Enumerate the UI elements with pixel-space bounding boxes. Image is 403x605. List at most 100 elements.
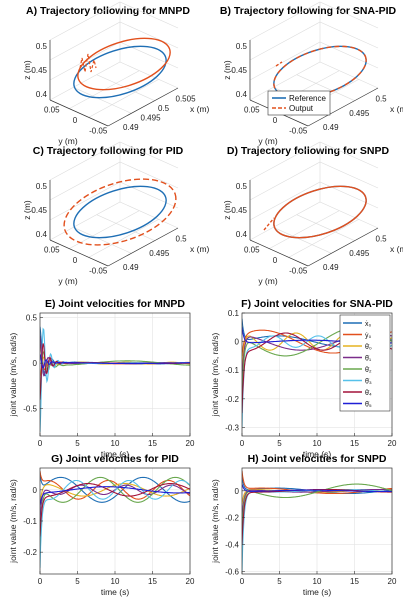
y-tick-label: -0.2 [225,395,239,404]
panel-a: A) Trajectory following for MNPD 0.5 0.45 0… [22,1,210,146]
y-tick-label: 0.1 [228,309,240,318]
y-tick-label: 0.05 [44,106,60,115]
z-tick-label: 0.45 [231,66,247,75]
reference-trajectory [73,185,167,239]
x-tick-label: 0.49 [123,123,139,132]
legend-label-7: θ̇₅ [365,402,372,409]
panel-d: D) Trajectory following for SNPD 0.5 0.45 0… [222,141,403,286]
output-transient [275,61,283,67]
grid-line [249,41,379,81]
z-tick-label: 0.45 [31,66,47,75]
y-axis-label: y (m) [258,276,278,286]
y-tick-label: -0.05 [89,266,108,275]
y-tick-label: 0 [235,487,240,496]
series-line-5 [40,479,190,568]
y-tick-label: 0.5 [26,314,38,323]
x-axis-label: time (s) [101,587,130,597]
x-tick-label: 0 [240,577,245,586]
grid-line [269,210,340,249]
x-axis-label: time (s) [303,587,332,597]
series-line-7 [40,486,190,506]
x-tick-label: 20 [186,577,195,586]
series-lines [40,471,190,568]
y-axis-line [49,239,109,267]
y-tick-label: -0.5 [23,405,37,414]
x-axis-label: x (m) [190,244,210,254]
grid-line [249,201,379,241]
grid-line [88,79,159,118]
legend-label-6: θ̇₄ [365,390,372,397]
output-trajectory [77,37,171,91]
legend-label-1: ẏ₀ [365,333,372,340]
legend-label-4: θ̇₂ [365,367,372,374]
axes [49,40,179,127]
grid-lines [39,313,191,436]
grid-line [296,74,355,101]
panel-title: D) Trajectory following for SNPD [227,145,390,157]
y-tick-label: 0 [33,359,38,368]
x-tick-label: 20 [388,439,397,448]
y-tick-label: 0 [73,256,78,265]
z-tick-label: 0.5 [36,182,48,191]
panel-e: E) Joint velocities for MNPD 0 5 10 15 20 -0.5… [8,298,195,459]
grid-line [49,201,179,241]
grid-line [49,21,179,61]
legend-label-2: θ̇₀ [365,344,372,351]
panel-title: E) Joint velocities for MNPD [45,298,185,310]
series-line-4 [40,476,190,546]
x-tick-label: 0.5 [158,104,170,113]
y-tick-label: -0.1 [23,517,37,526]
x-tick-label: 10 [111,439,120,448]
x-tick-label: 0.495 [149,249,170,258]
grid-line [249,161,379,201]
x-tick-label: 0.495 [349,249,370,258]
x-axis-line [107,227,179,267]
grid-lines [249,141,379,258]
grid-lines [49,141,179,258]
series-line-4 [242,483,392,532]
grid-line [73,87,132,114]
x-tick-label: 0.49 [323,123,339,132]
x-tick-label: 0 [240,439,245,448]
z-tick-label: 0.5 [236,42,248,51]
panel-title: G) Joint velocities for PID [51,453,179,465]
y-axis-line [49,99,109,127]
y-tick-label: 0.05 [244,246,260,255]
output-transient [79,53,97,73]
series-line-3 [40,484,190,522]
y-axis-label: y (m) [58,136,78,146]
y-tick-label: 0 [273,256,278,265]
legend: ẋ₀ ẏ₀ θ̇₀ θ̇₁ θ̇₂ θ̇₃ θ̇₄ θ̇₅ [339,314,391,412]
x-tick-label: 10 [111,577,120,586]
legend-label-3: θ̇₁ [365,356,372,363]
y-tick-label: -0.3 [225,423,239,432]
y-tick-label: -0.2 [225,514,239,523]
panel-b: B) Trajectory following for SNA-PID 0.5 0.… [220,1,403,146]
grid-lines [49,1,179,118]
panel-g: G) Joint velocities for PID 0 5 10 15 20 -0.2 -… [8,453,195,597]
panel-title: B) Trajectory following for SNA-PID [220,5,397,17]
output-trajectory [63,178,177,246]
z-axis-label: z (m) [22,200,32,220]
x-tick-label: 0 [38,577,43,586]
y-axis-label: joint value (m/s, rad/s) [210,479,220,564]
x-tick-label: 0.5 [376,95,388,104]
series-line-7 [242,483,392,493]
x-axis-label: x (m) [390,244,403,254]
z-tick-label: 0.4 [36,230,48,239]
grid-line [49,61,179,101]
y-axis-label: joint value (m/s, rad/s) [8,333,18,418]
y-tick-label: 0 [33,486,38,495]
x-tick-label: 15 [350,439,359,448]
x-tick-label: 0 [38,439,43,448]
y-tick-label: -0.6 [225,567,239,576]
z-tick-label: 0.45 [31,206,47,215]
y-tick-label: -0.05 [89,126,108,135]
y-tick-label: 0 [273,116,278,125]
panel-c: C) Trajectory following for PID 0.5 0.45 0.… [22,141,210,286]
y-tick-label: -0.05 [289,266,308,275]
series-line-0 [40,474,190,503]
y-axis-label: joint value (m/s, rad/s) [8,479,18,564]
